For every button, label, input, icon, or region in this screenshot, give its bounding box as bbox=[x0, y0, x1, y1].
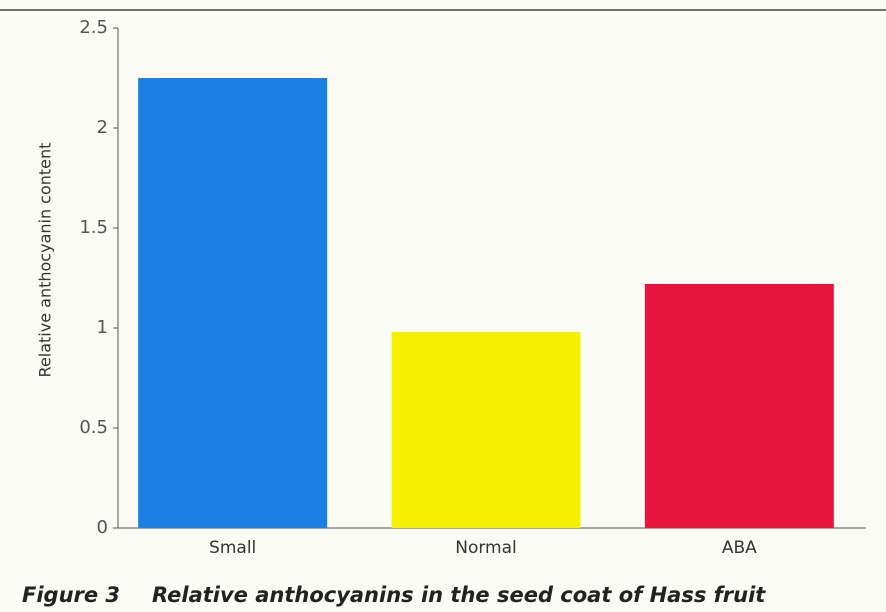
figure-label: Figure 3 bbox=[22, 583, 120, 607]
y-tick-label: 2.5 bbox=[79, 17, 108, 38]
bar bbox=[644, 284, 834, 528]
y-tick-label: 1 bbox=[97, 317, 108, 338]
bar bbox=[138, 78, 328, 528]
x-tick-label: ABA bbox=[722, 538, 757, 558]
chart-title: Relative anthocyanins in the seed coat o… bbox=[152, 583, 766, 607]
y-axis-label: Relative anthocyanin content bbox=[36, 143, 55, 378]
x-tick-label: Normal bbox=[455, 538, 517, 558]
y-tick-label: 1.5 bbox=[79, 217, 108, 238]
y-tick-label: 0 bbox=[97, 517, 108, 538]
y-tick-label: 0.5 bbox=[79, 417, 108, 438]
y-tick-label: 2 bbox=[97, 117, 108, 138]
bar bbox=[391, 332, 581, 528]
x-tick-label: Small bbox=[209, 538, 256, 558]
